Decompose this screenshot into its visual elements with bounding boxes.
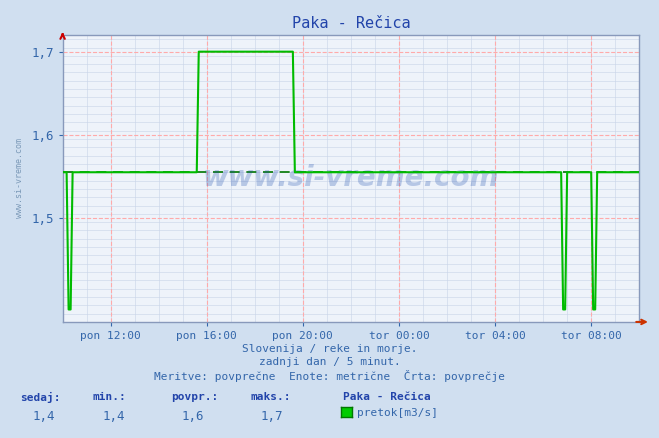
Text: maks.:: maks.:: [250, 392, 291, 402]
Text: www.si-vreme.com: www.si-vreme.com: [15, 138, 24, 219]
Text: www.si-vreme.com: www.si-vreme.com: [203, 165, 499, 192]
Text: Meritve: povprečne  Enote: metrične  Črta: povprečje: Meritve: povprečne Enote: metrične Črta:…: [154, 370, 505, 382]
Text: Paka - Rečica: Paka - Rečica: [343, 392, 430, 402]
Text: zadnji dan / 5 minut.: zadnji dan / 5 minut.: [258, 357, 401, 367]
Text: 1,7: 1,7: [260, 410, 283, 423]
Title: Paka - Rečica: Paka - Rečica: [291, 16, 411, 31]
Text: povpr.:: povpr.:: [171, 392, 219, 402]
Text: 1,6: 1,6: [181, 410, 204, 423]
Text: 1,4: 1,4: [33, 410, 55, 423]
Text: Slovenija / reke in morje.: Slovenija / reke in morje.: [242, 344, 417, 354]
Text: min.:: min.:: [92, 392, 126, 402]
Text: 1,4: 1,4: [102, 410, 125, 423]
Text: sedaj:: sedaj:: [20, 392, 60, 403]
Text: pretok[m3/s]: pretok[m3/s]: [357, 408, 438, 418]
